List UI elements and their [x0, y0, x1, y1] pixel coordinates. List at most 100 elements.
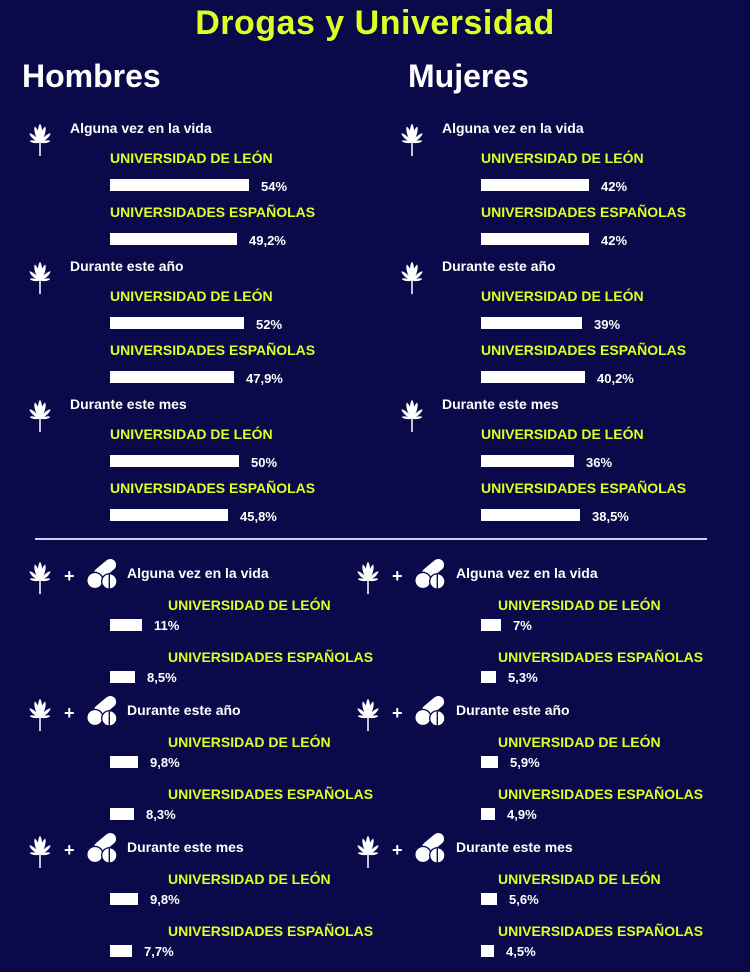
data-label: 50%	[251, 455, 278, 470]
page-title: Drogas y Universidad	[195, 4, 555, 42]
series-label: UNIVERSIDAD DE LEÓN	[110, 288, 273, 304]
bar	[110, 808, 134, 820]
series-label: UNIVERSIDADES ESPAÑOLAS	[481, 480, 687, 496]
bar	[481, 945, 494, 957]
cannabis-leaf-icon	[29, 261, 51, 295]
bar	[481, 371, 585, 383]
series-label: UNIVERSIDADES ESPAÑOLAS	[110, 480, 316, 496]
period-label-hombres: Durante este mes	[127, 839, 244, 855]
series-label: UNIVERSIDADES ESPAÑOLAS	[168, 786, 374, 802]
series-label: UNIVERSIDAD DE LEÓN	[481, 150, 644, 166]
cannabis-leaf-icon	[401, 399, 423, 433]
series-label: UNIVERSIDADES ESPAÑOLAS	[110, 204, 316, 220]
data-label: 49,2%	[249, 233, 286, 248]
period-label-hombres: Durante este año	[70, 258, 184, 274]
cannabis-leaf-icon	[401, 261, 423, 295]
period-label-hombres: Alguna vez en la vida	[127, 565, 269, 581]
bar	[481, 179, 589, 191]
data-label: 38,5%	[592, 509, 629, 524]
plus-sign: +	[392, 840, 403, 860]
data-label: 5,3%	[508, 670, 538, 685]
bar	[110, 455, 239, 467]
plus-sign: +	[392, 566, 403, 586]
series-label: UNIVERSIDAD DE LEÓN	[498, 871, 661, 887]
bar	[481, 808, 495, 820]
series-label: UNIVERSIDADES ESPAÑOLAS	[168, 923, 374, 939]
cannabis-leaf-icon	[29, 698, 51, 732]
data-label: 9,8%	[150, 755, 180, 770]
bar	[110, 756, 138, 768]
cannabis-leaf-icon	[29, 123, 51, 157]
bar	[110, 371, 234, 383]
period-label-hombres: Alguna vez en la vida	[70, 120, 212, 136]
series-label: UNIVERSIDAD DE LEÓN	[498, 734, 661, 750]
gender-heading-mujeres: Mujeres	[408, 58, 529, 94]
series-label: UNIVERSIDADES ESPAÑOLAS	[168, 649, 374, 665]
series-label: UNIVERSIDAD DE LEÓN	[168, 734, 331, 750]
period-label-mujeres: Durante este año	[442, 258, 556, 274]
pills-icon	[414, 695, 446, 727]
data-label: 40,2%	[597, 371, 634, 386]
bar	[481, 619, 501, 631]
pills-icon	[414, 558, 446, 590]
bar	[110, 671, 135, 683]
period-label-mujeres: Durante este mes	[442, 396, 559, 412]
cannabis-leaf-icon	[29, 399, 51, 433]
cannabis-leaf-icon	[357, 835, 379, 869]
bar	[110, 179, 249, 191]
plus-sign: +	[64, 840, 75, 860]
pills-icon	[414, 832, 446, 864]
period-label-mujeres: Alguna vez en la vida	[442, 120, 584, 136]
series-label: UNIVERSIDAD DE LEÓN	[168, 597, 331, 613]
gender-heading-hombres: Hombres	[22, 58, 161, 94]
bar	[481, 893, 497, 905]
period-label-mujeres: Alguna vez en la vida	[456, 565, 598, 581]
series-label: UNIVERSIDADES ESPAÑOLAS	[498, 649, 704, 665]
data-label: 39%	[594, 317, 621, 332]
plus-sign: +	[64, 703, 75, 723]
series-label: UNIVERSIDAD DE LEÓN	[481, 288, 644, 304]
bar	[481, 317, 582, 329]
data-label: 42%	[601, 179, 628, 194]
pills-icon	[86, 695, 118, 727]
data-label: 11%	[154, 618, 180, 633]
series-label: UNIVERSIDAD DE LEÓN	[168, 871, 331, 887]
series-label: UNIVERSIDADES ESPAÑOLAS	[110, 342, 316, 358]
data-label: 47,9%	[246, 371, 283, 386]
bar	[110, 509, 228, 521]
data-label: 8,5%	[147, 670, 177, 685]
series-label: UNIVERSIDADES ESPAÑOLAS	[481, 204, 687, 220]
bar	[110, 317, 244, 329]
data-label: 45,8%	[240, 509, 277, 524]
data-label: 8,3%	[146, 807, 176, 822]
bar	[481, 455, 574, 467]
plus-sign: +	[64, 566, 75, 586]
cannabis-leaf-icon	[357, 698, 379, 732]
period-label-mujeres: Durante este año	[456, 702, 570, 718]
data-label: 5,6%	[509, 892, 539, 907]
data-label: 7,7%	[144, 944, 174, 959]
data-label: 54%	[261, 179, 288, 194]
bar	[110, 619, 142, 631]
bar	[481, 671, 496, 683]
bar	[481, 509, 580, 521]
cannabis-leaf-icon	[401, 123, 423, 157]
pills-icon	[86, 558, 118, 590]
section-divider	[35, 538, 707, 540]
plus-sign: +	[392, 703, 403, 723]
bar	[110, 945, 132, 957]
series-label: UNIVERSIDADES ESPAÑOLAS	[498, 923, 704, 939]
period-label-mujeres: Durante este mes	[456, 839, 573, 855]
data-label: 9,8%	[150, 892, 180, 907]
cannabis-leaf-icon	[357, 561, 379, 595]
data-label: 52%	[256, 317, 283, 332]
cannabis-leaf-icon	[29, 561, 51, 595]
data-label: 4,9%	[507, 807, 537, 822]
bar	[110, 893, 138, 905]
bar	[481, 756, 498, 768]
series-label: UNIVERSIDAD DE LEÓN	[481, 426, 644, 442]
series-label: UNIVERSIDAD DE LEÓN	[498, 597, 661, 613]
period-label-hombres: Durante este mes	[70, 396, 187, 412]
pills-icon	[86, 832, 118, 864]
